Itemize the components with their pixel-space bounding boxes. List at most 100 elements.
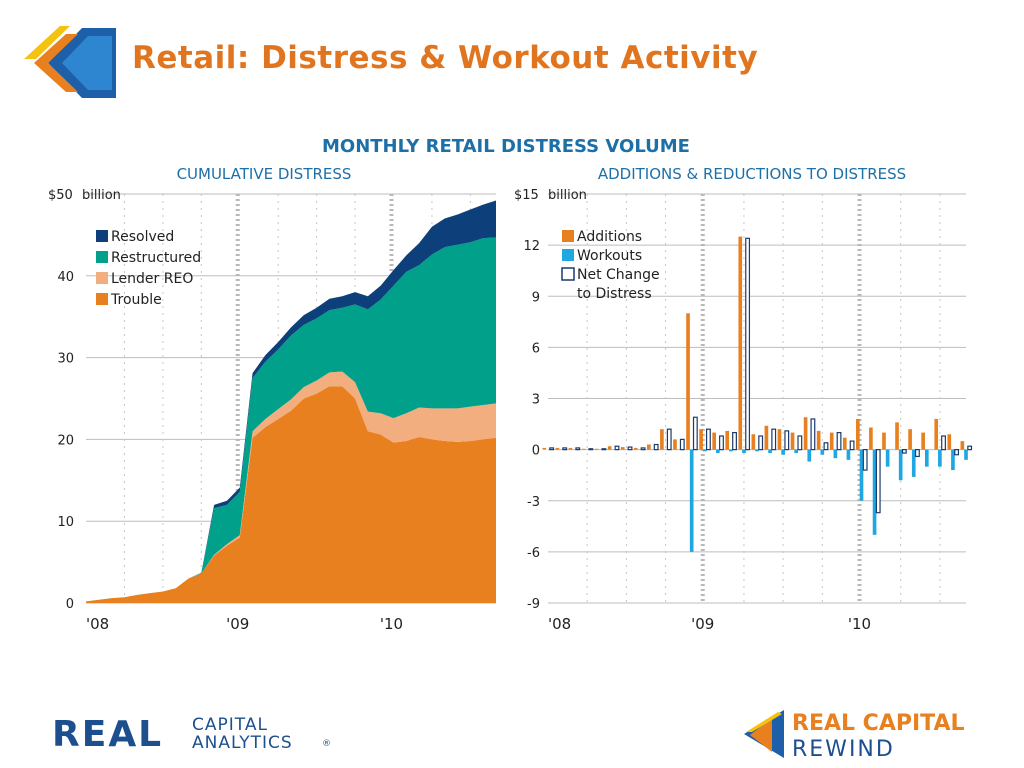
y-tick-label: 6 <box>532 341 540 356</box>
bar-additions <box>869 427 873 450</box>
bar-net-change <box>967 445 973 451</box>
bar-workouts <box>768 449 772 454</box>
bar-additions <box>895 422 899 450</box>
bar-additions <box>633 447 638 450</box>
legend-swatch <box>96 251 108 263</box>
bar-net-change <box>666 428 672 451</box>
y-tick-label: 30 <box>57 352 74 367</box>
bar-net-change <box>640 447 646 451</box>
rewind-logo-line2: REWIND <box>792 737 895 762</box>
x-tick-label: '10 <box>380 615 403 633</box>
legend-swatch <box>561 267 575 281</box>
bar-net-change <box>914 449 920 458</box>
legend-label: Restructured <box>111 250 201 266</box>
bar-workouts <box>911 449 916 477</box>
cumulative-distress-chart: $50 billion 40 30 20 10 0 '08 '09 '10 Resolved Rest… <box>48 188 496 633</box>
bar-net-change <box>549 447 555 451</box>
bar-workouts <box>938 449 942 467</box>
bar-net-change <box>653 443 659 451</box>
legend-swatch <box>562 230 574 242</box>
y-tick-label: $15 <box>514 188 539 203</box>
bar-net-change <box>836 431 842 451</box>
bar-net-change <box>705 428 711 451</box>
bar-net-change <box>745 237 751 451</box>
bar-net-change <box>562 447 568 451</box>
area-restructured <box>86 237 496 602</box>
bar-additions <box>542 447 547 450</box>
rca-logo-word-bottom: ANALYTICS <box>192 733 293 753</box>
bar-workouts <box>755 449 759 452</box>
real-capital-rewind-logo: REAL CAPITAL REWIND <box>744 710 965 762</box>
bar-additions <box>842 437 847 450</box>
bar-net-change <box>627 446 633 451</box>
legend-label: Lender REO <box>111 271 193 287</box>
bar-net-change <box>601 448 607 451</box>
chevron-logo <box>24 26 116 98</box>
bar-additions <box>581 448 586 450</box>
legend-label: Additions <box>577 229 642 245</box>
bar-additions <box>620 447 625 450</box>
bar-net-change <box>575 447 581 451</box>
bar-workouts <box>924 449 929 467</box>
bar-additions <box>921 432 925 450</box>
legend-swatch <box>96 230 108 242</box>
bar-workouts <box>715 449 720 454</box>
bar-additions <box>803 417 808 450</box>
bar-workouts <box>807 449 812 462</box>
bar-workouts <box>781 449 785 455</box>
y-tick-label: 3 <box>532 393 540 408</box>
bar-additions <box>947 434 952 450</box>
x-tick-label: '10 <box>848 615 871 633</box>
bar-additions <box>647 444 651 450</box>
y-axis-unit-label: billion <box>548 188 587 203</box>
bar-net-change <box>941 435 946 451</box>
bar-net-change <box>771 428 777 451</box>
bar-additions <box>934 418 939 450</box>
legend-label: Workouts <box>577 248 642 264</box>
y-tick-label: $50 <box>48 188 73 203</box>
bar-additions <box>790 432 795 450</box>
rca-logo-word-top: CAPITAL <box>192 715 268 735</box>
bar-net-change <box>849 440 855 451</box>
bar-workouts <box>702 449 707 452</box>
figure-title: MONTHLY RETAIL DISTRESS VOLUME <box>322 136 690 157</box>
bar-net-change <box>823 442 829 451</box>
right-chart-subtitle: ADDITIONS & REDUCTIONS TO DISTRESS <box>598 165 906 183</box>
rca-logo-registered: ® <box>322 739 331 749</box>
area-resolved <box>86 200 496 602</box>
y-tick-label: -3 <box>527 495 540 510</box>
bar-workouts <box>964 449 968 460</box>
bar-workouts <box>872 449 877 535</box>
bar-workouts <box>859 449 864 501</box>
bar-workouts <box>742 449 746 454</box>
rewind-logo-line1: REAL CAPITAL <box>792 711 965 736</box>
legend-label: to Distress <box>577 286 652 302</box>
bar-net-change <box>758 435 764 451</box>
y-tick-label: 9 <box>532 290 540 305</box>
y-tick-label: -6 <box>527 546 540 561</box>
bar-additions <box>725 430 730 450</box>
legend-swatch <box>96 272 108 284</box>
bar-net-change <box>797 435 803 451</box>
bar-additions <box>764 425 769 450</box>
bar-net-change <box>954 449 960 456</box>
bar-additions <box>555 447 560 450</box>
legend-swatch <box>96 293 108 305</box>
bar-net-change <box>784 430 790 451</box>
bar-additions <box>660 429 664 450</box>
bar-net-change <box>875 449 881 514</box>
legend-label: Net Change <box>577 267 660 283</box>
y-axis-unit-label: billion <box>82 188 121 203</box>
bar-additions <box>673 439 677 450</box>
bar-net-change <box>862 449 868 471</box>
rca-logo-word-large: REAL <box>52 714 163 755</box>
bar-net-change <box>588 448 594 451</box>
y-tick-label: -9 <box>527 597 540 612</box>
left-chart-subtitle: CUMULATIVE DISTRESS <box>177 165 352 183</box>
y-tick-label: 40 <box>57 270 74 285</box>
bar-additions <box>829 432 834 450</box>
bar-additions <box>686 313 690 450</box>
bar-additions <box>751 434 756 450</box>
bar-workouts <box>885 449 890 467</box>
